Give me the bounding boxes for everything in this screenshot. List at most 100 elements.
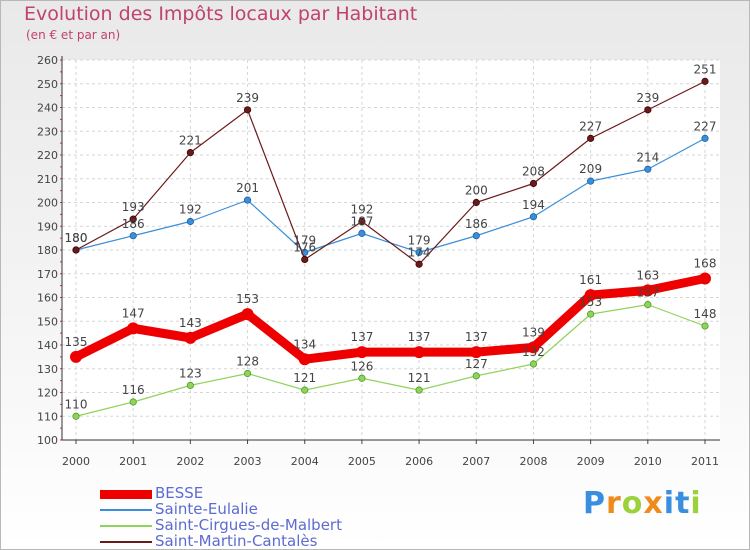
x-tick-label: 2000: [62, 455, 90, 468]
data-point: [584, 289, 597, 302]
y-tick-label: 190: [37, 220, 58, 233]
data-label: 193: [122, 200, 145, 214]
x-tick-label: 2004: [291, 455, 319, 468]
data-point: [587, 310, 595, 318]
data-label: 186: [465, 217, 488, 231]
y-tick-label: 220: [37, 149, 58, 162]
data-point: [301, 255, 309, 264]
data-label: 127: [465, 357, 488, 371]
data-point: [129, 398, 137, 406]
data-label: 176: [293, 241, 316, 255]
logo-letter: P: [583, 486, 606, 521]
data-label: 147: [122, 306, 145, 320]
data-point: [641, 284, 654, 297]
data-point: [184, 331, 197, 344]
x-tick-label: 2007: [462, 455, 490, 468]
x-tick-label: 2009: [577, 455, 605, 468]
logo-letter: i: [663, 486, 676, 521]
data-point: [644, 301, 652, 309]
data-point: [701, 77, 709, 85]
data-point: [529, 360, 538, 368]
legend-label: Sainte-Eulalie: [155, 500, 258, 518]
data-point: [415, 260, 423, 268]
x-tick-label: 2001: [119, 455, 147, 468]
data-label: 153: [579, 295, 602, 309]
data-point: [355, 346, 368, 359]
data-label: 180: [65, 231, 88, 245]
data-label: 179: [293, 233, 316, 247]
proxiti-logo: Proxiti: [583, 486, 702, 521]
logo-letter: o: [621, 486, 644, 521]
data-point: [415, 248, 423, 256]
y-tick-label: 180: [37, 244, 58, 257]
data-label: 174: [408, 245, 431, 259]
data-label: 135: [65, 335, 88, 349]
data-label: 180: [65, 231, 88, 245]
logo-letter: i: [690, 486, 702, 521]
x-tick-label: 2006: [405, 455, 433, 468]
data-label: 227: [694, 119, 717, 133]
data-label: 132: [522, 345, 545, 359]
data-label: 123: [179, 366, 202, 380]
data-label: 168: [694, 257, 717, 271]
data-label: 192: [179, 203, 202, 217]
data-point: [587, 134, 595, 142]
data-point: [472, 232, 480, 240]
data-label: 221: [179, 134, 202, 148]
y-tick-label: 200: [37, 197, 58, 210]
data-label: 192: [350, 203, 373, 217]
data-label: 116: [122, 383, 145, 397]
data-point: [701, 134, 709, 142]
data-label: 200: [465, 184, 488, 198]
legend-label: Saint-Cirgues-de-Malbert: [155, 516, 342, 534]
y-tick-label: 140: [37, 339, 58, 352]
data-label: 137: [408, 330, 431, 344]
x-tick-label: 2005: [348, 455, 376, 468]
x-tick-label: 2011: [691, 455, 719, 468]
y-tick-label: 260: [37, 54, 58, 67]
legend-label: BESSE: [155, 484, 204, 502]
data-point: [186, 149, 194, 157]
data-point: [413, 346, 426, 359]
legend-swatch: [100, 509, 152, 511]
series-line-saint-martin-cantal-s: [75, 80, 706, 265]
data-point: [243, 106, 252, 114]
legend-swatch: [100, 525, 152, 527]
logo-letter: r: [606, 486, 622, 521]
data-label: 134: [293, 337, 316, 351]
data-point: [529, 179, 538, 188]
data-point: [699, 272, 711, 285]
data-point: [129, 215, 137, 223]
data-label: 208: [522, 165, 545, 179]
data-point: [186, 381, 194, 389]
data-point: [470, 346, 483, 359]
data-point: [186, 217, 194, 226]
data-point: [587, 177, 595, 185]
chart-subtitle: (en € et par an): [26, 28, 121, 42]
data-label: 148: [694, 307, 717, 321]
data-label: 143: [179, 316, 202, 330]
data-point: [358, 229, 366, 237]
data-label: 157: [636, 286, 659, 300]
data-point: [298, 353, 311, 366]
y-tick-label: 130: [37, 363, 58, 376]
data-point: [243, 369, 252, 378]
data-label: 186: [122, 217, 145, 231]
data-point: [527, 341, 540, 354]
legend-label: Saint-Martin-Cantalès: [155, 532, 318, 550]
data-label: 201: [236, 181, 259, 195]
data-point: [301, 386, 309, 394]
data-label: 214: [636, 150, 659, 164]
data-label: 139: [522, 325, 545, 339]
data-point: [243, 196, 252, 204]
data-label: 227: [579, 119, 602, 133]
logo-letter: x: [643, 486, 664, 521]
data-label: 121: [293, 371, 316, 385]
data-label: 128: [236, 355, 259, 369]
data-label: 239: [236, 91, 259, 105]
data-label: 194: [522, 198, 545, 212]
data-label: 126: [350, 359, 373, 373]
data-point: [644, 106, 652, 114]
data-point: [529, 213, 538, 221]
